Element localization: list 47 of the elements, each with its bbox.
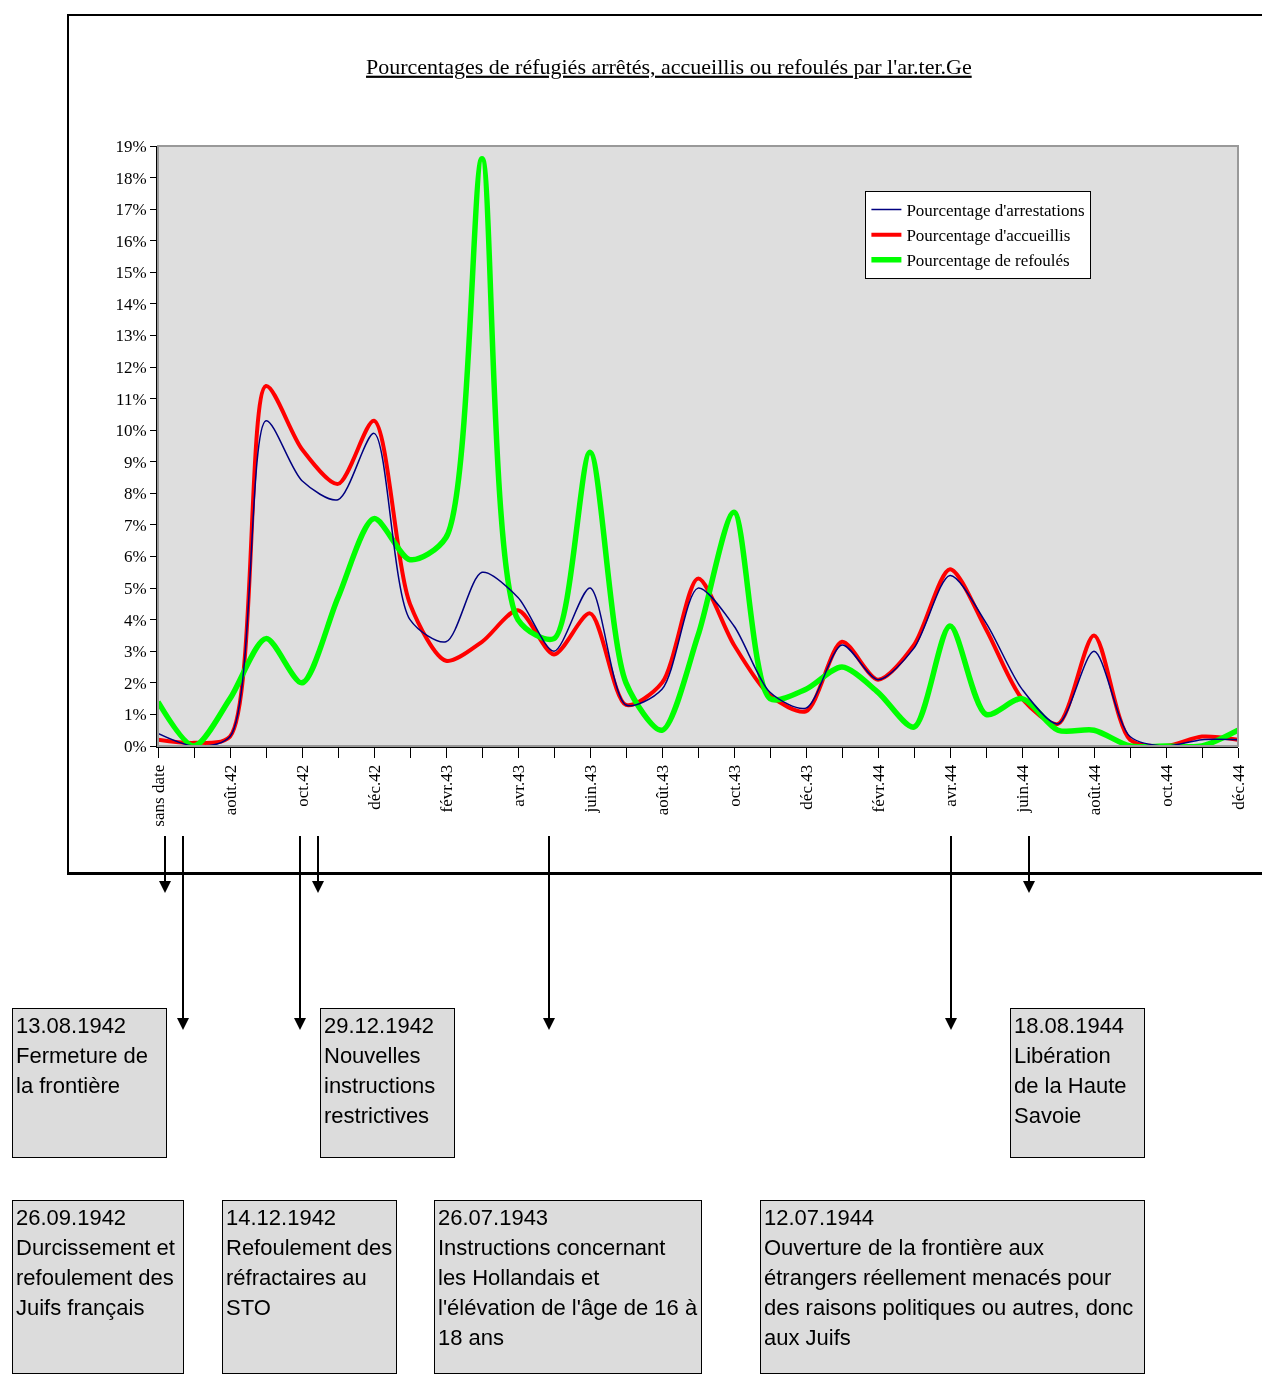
y-tick-label: 5% (123, 579, 147, 599)
x-tick-label: août.44 (1084, 764, 1104, 816)
text: 26.07.1943 Instructions concernant les Hollandais et l'élévation de l'âge de 16 à 18 ans (434, 1200, 702, 1374)
x-tick-label: oct.43 (724, 764, 744, 807)
y-tick-label: 9% (123, 452, 147, 472)
x-tick-label: avr.44 (940, 764, 960, 807)
text: 29.12.1942 Nouvelles instructions restrictives (320, 1008, 455, 1158)
text: 26.09.1942 Durcissement et refoulement des Juifs français (12, 1200, 184, 1374)
x-tick-label: déc.42 (364, 764, 384, 810)
legend-label: Pourcentage d'accueillis (906, 226, 1071, 246)
text: 12.07.1944 Ouverture de la frontière aux étrangers réellement menacés pour des raisons politiques ou autres, donc aux Juifs (760, 1200, 1145, 1374)
x-tick-label: févr.44 (868, 764, 888, 813)
x-tick-label: oct.42 (292, 764, 312, 807)
y-tick-label: 7% (123, 515, 147, 535)
x-tick-label: sans date (148, 764, 168, 827)
y-tick-label: 16% (115, 231, 147, 251)
x-tick-label: juin.44 (1012, 764, 1032, 814)
y-tick-label: 13% (115, 326, 147, 346)
y-tick-label: 1% (123, 705, 147, 725)
x-tick-label: déc.43 (796, 764, 816, 810)
x-tick-label: févr.43 (436, 764, 456, 813)
y-tick-label: 12% (115, 358, 147, 377)
y-tick-label: 10% (115, 421, 147, 441)
y-tick-label: 19% (115, 136, 147, 156)
y-tick-label: 11% (116, 389, 147, 409)
legend-label: Pourcentage d'arrestations (906, 201, 1085, 221)
y-tick-label: 0% (123, 736, 147, 756)
legend-label: Pourcentage de refoulés (906, 251, 1070, 271)
y-tick-label: 6% (123, 547, 147, 567)
x-tick-label: août.42 (220, 764, 240, 816)
y-tick-label: 17% (115, 200, 147, 220)
x-tick-label: août.43 (652, 764, 672, 816)
chart-title: Pourcentages de réfugiés arrêtés, accueillis ou refoulés par l'ar.ter.Ge (366, 53, 972, 79)
text: 18.08.1944 Libération de la Haute Savoie (1010, 1008, 1145, 1158)
y-tick-label: 3% (123, 642, 147, 662)
y-tick-label: 18% (115, 168, 147, 188)
y-tick-label: 8% (123, 484, 147, 504)
text: 14.12.1942 Refoulement des réfractaires au STO (222, 1200, 397, 1374)
y-tick-label: 2% (123, 673, 147, 693)
x-tick-label: avr.43 (508, 764, 528, 807)
y-tick-label: 15% (115, 263, 147, 283)
x-tick-label: oct.44 (1156, 764, 1176, 807)
text: 13.08.1942 Fermeture de la frontière (12, 1008, 167, 1158)
y-tick-label: 14% (115, 294, 147, 314)
y-tick-label: 4% (123, 610, 147, 630)
x-tick-label: déc.44 (1228, 764, 1248, 810)
x-tick-label: juin.43 (580, 764, 600, 814)
